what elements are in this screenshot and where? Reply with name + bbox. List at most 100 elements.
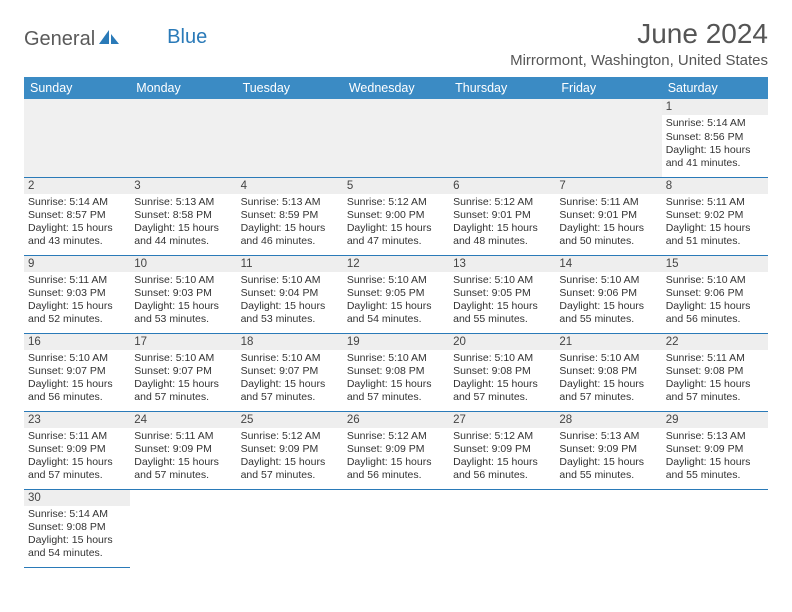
day-number: 26 xyxy=(343,412,449,428)
calendar-cell: 29 Sunrise: 5:13 AMSunset: 9:09 PMDayligh… xyxy=(662,411,768,489)
weekday-header: Monday xyxy=(130,77,236,99)
day-info: Sunrise: 5:12 AMSunset: 9:09 PMDaylight:… xyxy=(453,430,551,483)
day-number: 1 xyxy=(662,99,768,115)
day-number: 21 xyxy=(555,334,661,350)
day-number: 12 xyxy=(343,256,449,272)
title-block: June 2024 Mirrormont, Washington, United… xyxy=(510,18,768,69)
calendar-cell xyxy=(555,489,661,567)
day-number: 2 xyxy=(24,178,130,194)
day-info: Sunrise: 5:13 AMSunset: 9:09 PMDaylight:… xyxy=(666,430,764,483)
day-number: 18 xyxy=(237,334,343,350)
calendar-cell: 7Sunrise: 5:11 AMSunset: 9:01 PMDaylight… xyxy=(555,177,661,255)
day-info: Sunrise: 5:10 AMSunset: 9:03 PMDaylight:… xyxy=(134,274,232,327)
calendar-cell xyxy=(662,489,768,567)
calendar-cell: 28 Sunrise: 5:13 AMSunset: 9:09 PMDayligh… xyxy=(555,411,661,489)
day-number: 23 xyxy=(24,412,130,428)
calendar-cell xyxy=(24,99,130,177)
weekday-header: Sunday xyxy=(24,77,130,99)
day-info: Sunrise: 5:10 AMSunset: 9:07 PMDaylight:… xyxy=(28,352,126,405)
calendar-row: 2 Sunrise: 5:14 AMSunset: 8:57 PMDaylight… xyxy=(24,177,768,255)
day-info: Sunrise: 5:11 AMSunset: 9:09 PMDaylight:… xyxy=(28,430,126,483)
calendar-cell: 21 Sunrise: 5:10 AMSunset: 9:08 PMDayligh… xyxy=(555,333,661,411)
day-info: Sunrise: 5:11 AMSunset: 9:02 PMDaylight:… xyxy=(666,196,764,249)
day-number: 17 xyxy=(130,334,236,350)
page-header: General Blue June 2024 Mirrormont, Washi… xyxy=(24,18,768,69)
calendar-cell: 23 Sunrise: 5:11 AMSunset: 9:09 PMDayligh… xyxy=(24,411,130,489)
calendar-cell: 6Sunrise: 5:12 AMSunset: 9:01 PMDaylight… xyxy=(449,177,555,255)
calendar-cell: 1 Sunrise: 5:14 AMSunset: 8:56 PMDaylight… xyxy=(662,99,768,177)
month-title: June 2024 xyxy=(510,18,768,50)
day-number: 4 xyxy=(237,178,343,194)
day-info: Sunrise: 5:13 AMSunset: 8:59 PMDaylight:… xyxy=(241,196,339,249)
calendar-cell: 13 Sunrise: 5:10 AMSunset: 9:05 PMDayligh… xyxy=(449,255,555,333)
calendar-cell: 2 Sunrise: 5:14 AMSunset: 8:57 PMDaylight… xyxy=(24,177,130,255)
weekday-header: Thursday xyxy=(449,77,555,99)
day-number: 30 xyxy=(24,490,130,506)
day-info: Sunrise: 5:13 AMSunset: 9:09 PMDaylight:… xyxy=(559,430,657,483)
day-number: 3 xyxy=(130,178,236,194)
logo-word2: Blue xyxy=(167,26,207,49)
calendar-cell: 3 Sunrise: 5:13 AMSunset: 8:58 PMDaylight… xyxy=(130,177,236,255)
day-info: Sunrise: 5:14 AMSunset: 8:56 PMDaylight:… xyxy=(666,117,764,170)
day-info: Sunrise: 5:10 AMSunset: 9:07 PMDaylight:… xyxy=(241,352,339,405)
day-info: Sunrise: 5:10 AMSunset: 9:06 PMDaylight:… xyxy=(559,274,657,327)
calendar-row: 23Sunrise: 5:11 AMSunset: 9:09 PMDayligh… xyxy=(24,411,768,489)
calendar-cell: 10Sunrise: 5:10 AMSunset: 9:03 PMDayligh… xyxy=(130,255,236,333)
weekday-header: Wednesday xyxy=(343,77,449,99)
day-number: 6 xyxy=(449,178,555,194)
calendar-body: 1 Sunrise: 5:14 AMSunset: 8:56 PMDaylight… xyxy=(24,99,768,567)
logo-word1: General xyxy=(24,28,95,51)
day-info: Sunrise: 5:10 AMSunset: 9:07 PMDaylight:… xyxy=(134,352,232,405)
calendar-cell xyxy=(449,99,555,177)
calendar-row: 30 Sunrise: 5:14 AMSunset: 9:08 PMDayligh… xyxy=(24,489,768,567)
calendar-cell xyxy=(237,489,343,567)
calendar-cell: 12 Sunrise: 5:10 AMSunset: 9:05 PMDayligh… xyxy=(343,255,449,333)
day-number: 25 xyxy=(237,412,343,428)
day-number: 11 xyxy=(237,256,343,272)
day-number: 7 xyxy=(555,178,661,194)
calendar-cell: 26 Sunrise: 5:12 AMSunset: 9:09 PMDayligh… xyxy=(343,411,449,489)
calendar-cell: 19Sunrise: 5:10 AMSunset: 9:08 PMDayligh… xyxy=(343,333,449,411)
weekday-header: Saturday xyxy=(662,77,768,99)
calendar-cell: 14 Sunrise: 5:10 AMSunset: 9:06 PMDayligh… xyxy=(555,255,661,333)
day-info: Sunrise: 5:10 AMSunset: 9:05 PMDaylight:… xyxy=(453,274,551,327)
calendar-cell xyxy=(130,489,236,567)
day-number: 22 xyxy=(662,334,768,350)
day-info: Sunrise: 5:14 AMSunset: 9:08 PMDaylight:… xyxy=(28,508,126,561)
calendar-cell: 5Sunrise: 5:12 AMSunset: 9:00 PMDaylight… xyxy=(343,177,449,255)
calendar-cell: 30 Sunrise: 5:14 AMSunset: 9:08 PMDayligh… xyxy=(24,489,130,567)
location-text: Mirrormont, Washington, United States xyxy=(510,52,768,69)
calendar-row: 9 Sunrise: 5:11 AMSunset: 9:03 PMDaylight… xyxy=(24,255,768,333)
calendar-cell: 11Sunrise: 5:10 AMSunset: 9:04 PMDayligh… xyxy=(237,255,343,333)
calendar-cell: 22Sunrise: 5:11 AMSunset: 9:08 PMDayligh… xyxy=(662,333,768,411)
logo: General Blue xyxy=(24,28,207,51)
day-number: 14 xyxy=(555,256,661,272)
day-info: Sunrise: 5:13 AMSunset: 8:58 PMDaylight:… xyxy=(134,196,232,249)
logo-sail-icon xyxy=(99,28,121,51)
calendar-cell: 24Sunrise: 5:11 AMSunset: 9:09 PMDayligh… xyxy=(130,411,236,489)
day-info: Sunrise: 5:10 AMSunset: 9:05 PMDaylight:… xyxy=(347,274,445,327)
day-info: Sunrise: 5:11 AMSunset: 9:03 PMDaylight:… xyxy=(28,274,126,327)
calendar-cell: 4 Sunrise: 5:13 AMSunset: 8:59 PMDaylight… xyxy=(237,177,343,255)
day-info: Sunrise: 5:12 AMSunset: 9:09 PMDaylight:… xyxy=(241,430,339,483)
day-number: 16 xyxy=(24,334,130,350)
day-info: Sunrise: 5:10 AMSunset: 9:08 PMDaylight:… xyxy=(559,352,657,405)
day-info: Sunrise: 5:14 AMSunset: 8:57 PMDaylight:… xyxy=(28,196,126,249)
calendar-cell: 25 Sunrise: 5:12 AMSunset: 9:09 PMDayligh… xyxy=(237,411,343,489)
calendar-cell xyxy=(343,489,449,567)
day-number: 29 xyxy=(662,412,768,428)
calendar-cell xyxy=(343,99,449,177)
weekday-header: Friday xyxy=(555,77,661,99)
day-info: Sunrise: 5:12 AMSunset: 9:09 PMDaylight:… xyxy=(347,430,445,483)
calendar-cell xyxy=(130,99,236,177)
day-number: 15 xyxy=(662,256,768,272)
calendar-cell: 15Sunrise: 5:10 AMSunset: 9:06 PMDayligh… xyxy=(662,255,768,333)
day-number: 20 xyxy=(449,334,555,350)
day-number: 28 xyxy=(555,412,661,428)
calendar-cell: 9 Sunrise: 5:11 AMSunset: 9:03 PMDaylight… xyxy=(24,255,130,333)
calendar-cell: 17 Sunrise: 5:10 AMSunset: 9:07 PMDayligh… xyxy=(130,333,236,411)
day-info: Sunrise: 5:11 AMSunset: 9:09 PMDaylight:… xyxy=(134,430,232,483)
day-number: 13 xyxy=(449,256,555,272)
calendar-row: 16Sunrise: 5:10 AMSunset: 9:07 PMDayligh… xyxy=(24,333,768,411)
day-number: 9 xyxy=(24,256,130,272)
